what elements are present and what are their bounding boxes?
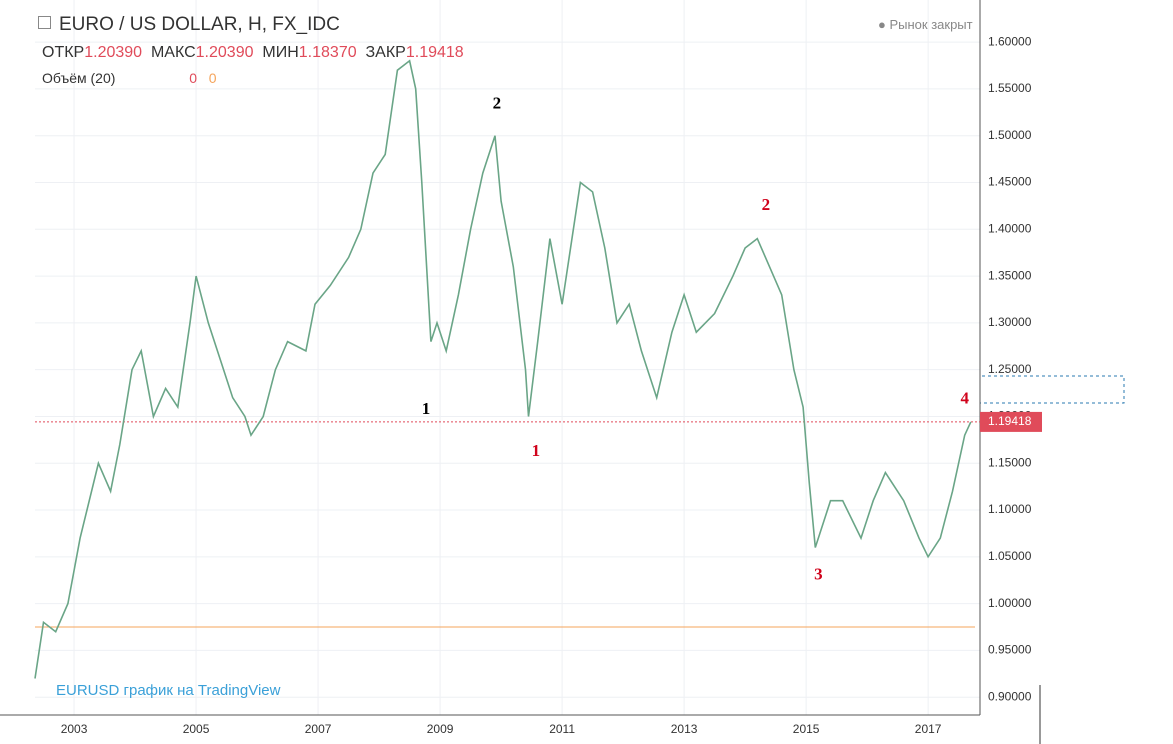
x-tick-label: 2003: [61, 722, 88, 736]
symbol-text: EURO / US DOLLAR, H, FX_IDC: [59, 14, 340, 35]
value: 1.18370: [298, 44, 357, 61]
y-tick-label: 1.50000: [988, 128, 1032, 142]
y-tick-label: 1.55000: [988, 81, 1032, 95]
y-tick-label: 1.60000: [988, 34, 1032, 48]
volume-label: Объём (20): [42, 70, 116, 86]
x-tick-label: 2015: [793, 722, 820, 736]
x-tick-label: 2007: [305, 722, 332, 736]
plot-bg: [35, 0, 980, 715]
symbol: EURO / US DOLLAR, H, FX_IDC: [38, 14, 340, 36]
price-tag: [980, 411, 1042, 432]
price-tag-label: 1.19418: [988, 414, 1032, 428]
y-tick-label: 0.90000: [988, 689, 1032, 703]
drawing-box: [957, 375, 1125, 404]
volume-value: 0: [208, 70, 217, 86]
y-tick-label: 1.30000: [988, 315, 1032, 329]
wave-label: 3: [814, 564, 823, 583]
x-tick-label: 2005: [183, 722, 210, 736]
x-tick-label: 2009: [427, 722, 454, 736]
wave-label: 2: [493, 94, 502, 113]
label: МИН: [262, 44, 299, 61]
label: ОТКР: [42, 44, 85, 61]
y-tick-label: 1.15000: [988, 455, 1032, 469]
y-tick-label: 1.35000: [988, 268, 1032, 282]
status-text: Рынок закрыт: [889, 17, 973, 32]
label: ЗАКР: [365, 44, 406, 61]
volume: Объём (20) 0 0: [42, 70, 217, 86]
wave-label: 1: [422, 399, 431, 418]
wave-label: 2: [762, 195, 771, 214]
status: ● Рынок закрыт: [878, 17, 973, 32]
value: 1.19418: [405, 44, 464, 61]
price-line-series: [34, 59, 972, 679]
value: 1.20390: [195, 44, 254, 61]
value: 1.20390: [84, 44, 143, 61]
y-tick-label: 1.00000: [988, 596, 1032, 610]
ohlc: ОТКР1.20390 МАКС1.20390 МИН1.18370 ЗАКР1…: [42, 44, 464, 62]
watermark: EURUSD график на TradingView: [56, 682, 281, 699]
label: МАКС: [150, 44, 196, 61]
wave-label: 4: [960, 389, 969, 408]
x-tick-label: 2017: [915, 722, 942, 736]
y-tick-label: 1.05000: [988, 549, 1032, 563]
y-tick-label: 0.95000: [988, 643, 1032, 657]
y-tick-label: 1.40000: [988, 221, 1032, 235]
y-tick-label: 1.25000: [988, 362, 1032, 376]
x-tick-label: 2011: [549, 722, 575, 736]
x-tick-label: 2013: [671, 722, 698, 736]
wave-label: 1: [532, 441, 541, 460]
y-tick-label: 1.45000: [988, 175, 1032, 189]
y-tick-label: 1.10000: [988, 502, 1032, 516]
volume-value: 0: [189, 70, 198, 86]
